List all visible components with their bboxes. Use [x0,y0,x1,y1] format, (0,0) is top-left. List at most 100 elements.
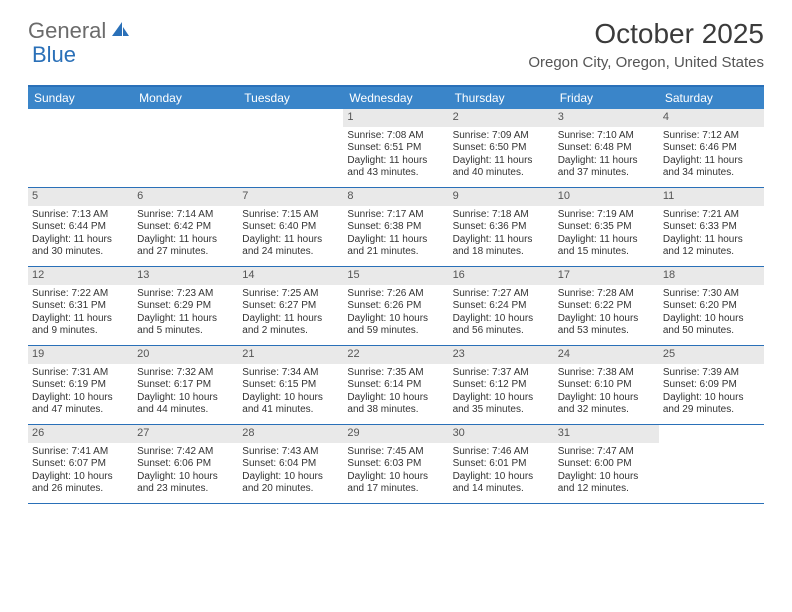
day-cell: 9Sunrise: 7:18 AMSunset: 6:36 PMDaylight… [449,188,554,266]
day-cell: 10Sunrise: 7:19 AMSunset: 6:35 PMDayligh… [554,188,659,266]
daylight-text: Daylight: 11 hours [663,155,760,168]
day-number: 28 [238,425,343,443]
day-cell: 1Sunrise: 7:08 AMSunset: 6:51 PMDaylight… [343,109,448,187]
daylight-text: Daylight: 11 hours [347,155,444,168]
daylight-text: Daylight: 10 hours [453,392,550,405]
sunrise-text: Sunrise: 7:13 AM [32,209,129,222]
sunrise-text: Sunrise: 7:45 AM [347,446,444,459]
sunset-text: Sunset: 6:19 PM [32,379,129,392]
sunset-text: Sunset: 6:03 PM [347,458,444,471]
daylight-text: Daylight: 11 hours [453,155,550,168]
day-number: 27 [133,425,238,443]
daylight-text: Daylight: 11 hours [32,234,129,247]
sunrise-text: Sunrise: 7:43 AM [242,446,339,459]
daylight-text: Daylight: 10 hours [453,471,550,484]
daylight-text: Daylight: 11 hours [558,234,655,247]
sunset-text: Sunset: 6:01 PM [453,458,550,471]
daylight-text-2: and 38 minutes. [347,404,444,417]
day-cell: 19 Sunrise: 7:31 AMSunset: 6:19 PMDayligh… [28,346,133,424]
daylight-text-2: and 29 minutes. [663,404,760,417]
day-header: Thursday [449,87,554,109]
sunrise-text: Sunrise: 7:25 AM [242,288,339,301]
daylight-text: Daylight: 11 hours [558,155,655,168]
day-cell: 22Sunrise: 7:35 AMSunset: 6:14 PMDayligh… [343,346,448,424]
daylight-text-2: and 53 minutes. [558,325,655,338]
sunset-text: Sunset: 6:35 PM [558,221,655,234]
day-cell: . [659,425,764,503]
daylight-text-2: and 26 minutes. [32,483,129,496]
sunrise-text: Sunrise: 7:42 AM [137,446,234,459]
day-cell: 14Sunrise: 7:25 AMSunset: 6:27 PMDayligh… [238,267,343,345]
sunrise-text: Sunrise: 7:09 AM [453,130,550,143]
daylight-text-2: and 37 minutes. [558,167,655,180]
sunset-text: Sunset: 6:20 PM [663,300,760,313]
week-row: 26Sunrise: 7:41 AMSunset: 6:07 PMDayligh… [28,425,764,504]
daylight-text: Daylight: 10 hours [558,313,655,326]
day-cell: 28Sunrise: 7:43 AMSunset: 6:04 PMDayligh… [238,425,343,503]
day-cell: 13Sunrise: 7:23 AMSunset: 6:29 PMDayligh… [133,267,238,345]
daylight-text-2: and 35 minutes. [453,404,550,417]
day-number: 5 [28,188,133,206]
day-cell: 11Sunrise: 7:21 AMSunset: 6:33 PMDayligh… [659,188,764,266]
sunrise-text: Sunrise: 7:31 AM [32,367,129,380]
sunset-text: Sunset: 6:00 PM [558,458,655,471]
daylight-text: Daylight: 11 hours [32,313,129,326]
day-cell: 5Sunrise: 7:13 AMSunset: 6:44 PMDaylight… [28,188,133,266]
daylight-text-2: and 18 minutes. [453,246,550,259]
day-number: 24 [554,346,659,364]
day-cell: 6Sunrise: 7:14 AMSunset: 6:42 PMDaylight… [133,188,238,266]
logo-text-a: General [28,18,106,44]
sunset-text: Sunset: 6:27 PM [242,300,339,313]
weeks-container: ...1Sunrise: 7:08 AMSunset: 6:51 PMDayli… [28,109,764,504]
sunset-text: Sunset: 6:07 PM [32,458,129,471]
daylight-text: Daylight: 11 hours [137,234,234,247]
week-row: 19Sunrise: 7:31 AMSunset: 6:19 PMDayligh… [28,346,764,425]
daylight-text: Daylight: 10 hours [347,313,444,326]
daylight-text: Daylight: 10 hours [663,313,760,326]
daylight-text: Daylight: 10 hours [137,392,234,405]
day-number: 17 [554,267,659,285]
daylight-text-2: and 56 minutes. [453,325,550,338]
daylight-text-2: and 30 minutes. [32,246,129,259]
day-number: 4 [659,109,764,127]
sunset-text: Sunset: 6:22 PM [558,300,655,313]
sunrise-text: Sunrise: 7:17 AM [347,209,444,222]
day-number: 3 [554,109,659,127]
daylight-text: Daylight: 11 hours [242,313,339,326]
daylight-text-2: and 34 minutes. [663,167,760,180]
sunset-text: Sunset: 6:10 PM [558,379,655,392]
daylight-text-2: and 21 minutes. [347,246,444,259]
week-row: 12Sunrise: 7:22 AMSunset: 6:31 PMDayligh… [28,267,764,346]
daylight-text-2: and 43 minutes. [347,167,444,180]
day-number: 16 [449,267,554,285]
day-cell: 29Sunrise: 7:45 AMSunset: 6:03 PMDayligh… [343,425,448,503]
day-cell: 4Sunrise: 7:12 AMSunset: 6:46 PMDaylight… [659,109,764,187]
daylight-text: Daylight: 10 hours [347,392,444,405]
day-cell: 27Sunrise: 7:42 AMSunset: 6:06 PMDayligh… [133,425,238,503]
week-row: ...1Sunrise: 7:08 AMSunset: 6:51 PMDayli… [28,109,764,188]
daylight-text: Daylight: 11 hours [347,234,444,247]
daylight-text: Daylight: 10 hours [32,392,129,405]
sunrise-text: Sunrise: 7:34 AM [242,367,339,380]
day-number: 2 [449,109,554,127]
daylight-text: Daylight: 10 hours [137,471,234,484]
day-cell: 2Sunrise: 7:09 AMSunset: 6:50 PMDaylight… [449,109,554,187]
day-number: 13 [133,267,238,285]
day-cell: 26Sunrise: 7:41 AMSunset: 6:07 PMDayligh… [28,425,133,503]
day-cell: 31Sunrise: 7:47 AMSunset: 6:00 PMDayligh… [554,425,659,503]
day-cell: . [133,109,238,187]
day-number: 19 [28,346,133,364]
sunrise-text: Sunrise: 7:21 AM [663,209,760,222]
daylight-text-2: and 9 minutes. [32,325,129,338]
page-header: General October 2025 Oregon City, Oregon… [0,0,792,77]
day-header: Monday [133,87,238,109]
sunrise-text: Sunrise: 7:22 AM [32,288,129,301]
day-number: 8 [343,188,448,206]
sunrise-text: Sunrise: 7:26 AM [347,288,444,301]
day-number: 18 [659,267,764,285]
daylight-text-2: and 50 minutes. [663,325,760,338]
day-number: 6 [133,188,238,206]
daylight-text-2: and 14 minutes. [453,483,550,496]
daylight-text-2: and 24 minutes. [242,246,339,259]
day-number: 25 [659,346,764,364]
